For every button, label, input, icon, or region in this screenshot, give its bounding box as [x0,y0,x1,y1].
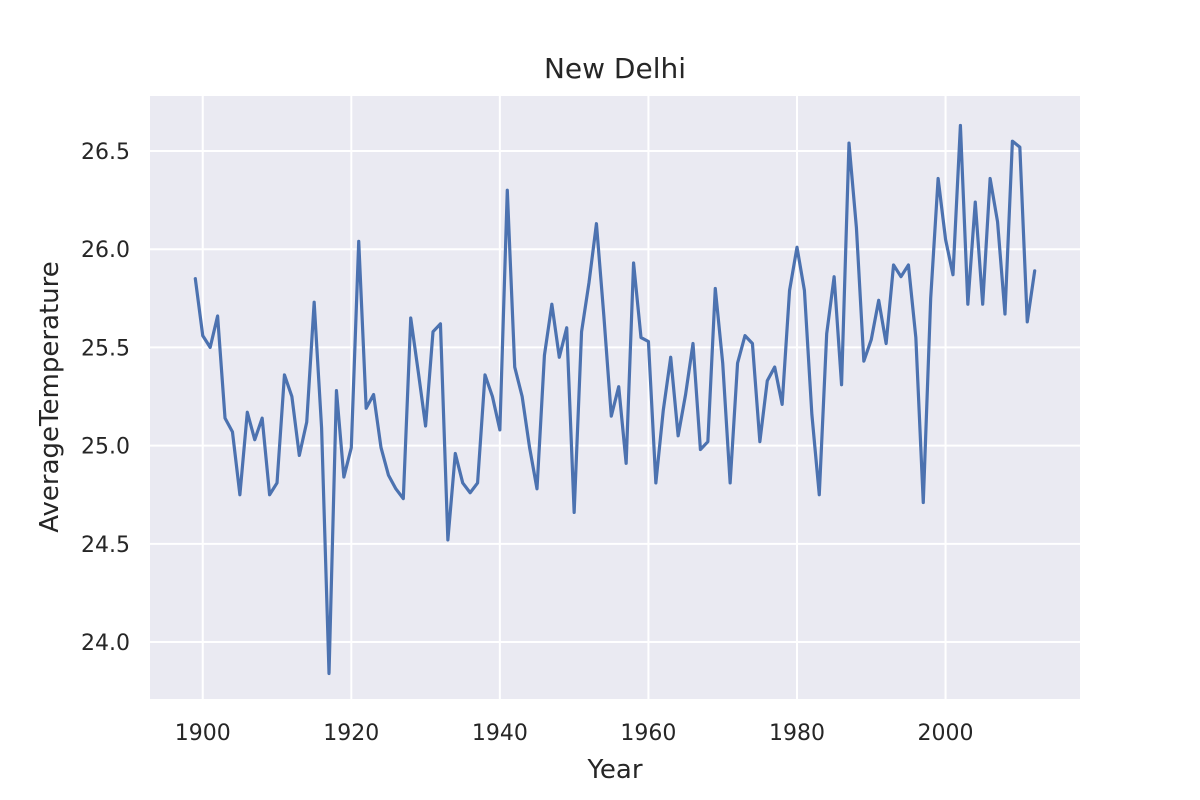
x-tick-label: 1960 [620,721,676,746]
x-tick-label: 1940 [472,721,528,746]
x-tick-label: 1900 [175,721,231,746]
y-tick-label: 25.0 [81,435,130,460]
y-tick-label: 26.0 [81,238,130,263]
x-tick-label: 1920 [323,721,379,746]
x-tick-label: 1980 [769,721,825,746]
y-axis-label: AverageTemperature [35,261,65,532]
y-tick-label: 25.5 [81,336,130,361]
x-axis-label: Year [586,755,642,785]
y-tick-labels: 24.0 24.5 25.0 25.5 26.0 26.5 [81,140,130,656]
y-tick-label: 24.5 [81,533,130,558]
series-line [193,123,1037,676]
x-tick-label: 2000 [918,721,974,746]
y-tick-label: 26.5 [81,140,130,165]
x-tick-labels: 1900 1920 1940 1960 1980 2000 [175,721,974,746]
y-tick-label: 24.0 [81,631,130,656]
chart-title: New Delhi [544,52,686,85]
